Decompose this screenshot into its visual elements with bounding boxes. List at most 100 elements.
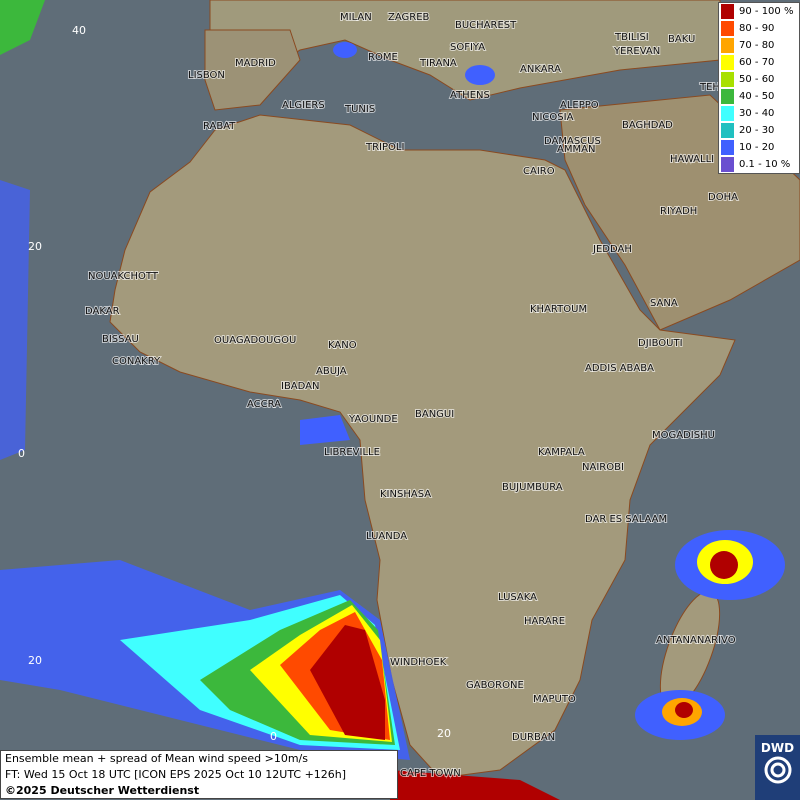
- city-label: CAIRO: [523, 166, 555, 177]
- legend-item: 30 - 40: [719, 105, 799, 122]
- city-label: NOUAKCHOTT: [88, 271, 159, 282]
- city-label: ALEPPO: [560, 100, 599, 111]
- city-label: CONAKRY: [112, 356, 161, 367]
- city-label: DAR ES SALAAM: [585, 514, 667, 525]
- city-label: DURBAN: [512, 732, 555, 743]
- city-label: BISSAU: [102, 334, 139, 345]
- legend-label: 0.1 - 10 %: [739, 159, 791, 170]
- legend-swatch: [721, 157, 734, 172]
- city-label: YAOUNDE: [348, 414, 398, 425]
- legend-label: 70 - 80: [739, 40, 775, 51]
- city-label: AMMAN: [557, 144, 595, 155]
- city-label: BAGHDAD: [622, 120, 673, 131]
- logo: DWD: [755, 735, 800, 800]
- wind-area: [465, 65, 495, 85]
- legend-swatch: [721, 38, 734, 53]
- land-africa: [109, 114, 736, 779]
- city-label: BAKU: [668, 34, 695, 45]
- city-label: ADDIS ABABA: [585, 363, 654, 374]
- city-label: RABAT: [203, 121, 236, 132]
- legend-swatch: [721, 55, 734, 70]
- city-label: KHARTOUM: [530, 304, 587, 315]
- legend-swatch: [721, 140, 734, 155]
- city-label: LIBREVILLE: [324, 447, 380, 458]
- legend-swatch: [721, 123, 734, 138]
- legend-item: 50 - 60: [719, 71, 799, 88]
- legend-swatch: [721, 21, 734, 36]
- lat-label: 0: [18, 447, 25, 460]
- city-label: TUNIS: [344, 104, 375, 115]
- city-label: SANA: [650, 298, 678, 309]
- caption-line: FT: Wed 15 Oct 18 UTC [ICON EPS 2025 Oct…: [5, 768, 347, 781]
- lat-label: 20: [28, 654, 42, 667]
- city-label: MADRID: [235, 58, 276, 69]
- wind-area: [333, 42, 357, 58]
- legend-label: 90 - 100 %: [739, 6, 794, 17]
- city-label: IBADAN: [281, 381, 320, 392]
- legend-item: 20 - 30: [719, 122, 799, 139]
- legend-swatch: [721, 89, 734, 104]
- city-label: OUAGADOUGOU: [214, 335, 296, 346]
- city-label: ANKARA: [520, 64, 561, 75]
- land-iberia: [204, 29, 301, 111]
- city-label: YEREVAN: [613, 46, 660, 57]
- city-label: MILAN: [340, 12, 372, 23]
- city-label: RIYADH: [660, 206, 697, 217]
- legend-item: 60 - 70: [719, 54, 799, 71]
- legend-swatch: [721, 4, 734, 19]
- legend-swatch: [721, 72, 734, 87]
- city-label: TIRANA: [419, 58, 457, 69]
- city-label: MAPUTO: [533, 694, 576, 705]
- city-label: ACCRA: [247, 399, 281, 410]
- wind-area: [0, 0, 45, 55]
- legend-item: 10 - 20: [719, 139, 799, 156]
- city-label: LISBON: [188, 70, 225, 81]
- city-label: ABUJA: [316, 366, 347, 377]
- city-label: TRIPOLI: [365, 142, 404, 153]
- legend-label: 60 - 70: [739, 57, 775, 68]
- wind-area: [300, 415, 350, 445]
- city-labels: MILAN ZAGREB BUCHAREST SOFIYA ROME TIRANA ANKA…: [84, 11, 739, 780]
- city-label: DJIBOUTI: [638, 338, 683, 349]
- city-label: ANTANANARIVO: [656, 635, 736, 646]
- legend-item: 70 - 80: [719, 37, 799, 54]
- legend-item: 0.1 - 10 %: [719, 156, 799, 173]
- city-label: HARARE: [524, 616, 565, 627]
- city-label: LUANDA: [366, 531, 407, 542]
- legend-label: 10 - 20: [739, 142, 775, 153]
- city-label: ROME: [368, 52, 398, 63]
- logo-icon: [764, 756, 791, 784]
- city-label: BANGUI: [415, 409, 454, 420]
- legend-item: 80 - 90: [719, 20, 799, 37]
- caption: Ensemble mean + spread of Mean wind spee…: [0, 750, 398, 799]
- wind-area: [710, 551, 738, 579]
- lat-label: 20: [28, 240, 42, 253]
- city-label: HAWALLI: [670, 154, 714, 165]
- caption-line: ©2025 Deutscher Wetterdienst: [5, 784, 200, 797]
- city-label: WINDHOEK: [390, 657, 447, 668]
- wind-area: [310, 625, 385, 740]
- legend-item: 90 - 100 %: [719, 3, 799, 20]
- city-label: NICOSIA: [532, 112, 574, 123]
- logo-text: DWD: [760, 741, 795, 755]
- city-label: CAPE TOWN: [400, 768, 461, 779]
- city-label: KANO: [328, 340, 357, 351]
- city-label: KAMPALA: [538, 447, 585, 458]
- legend: 90 - 100 % 80 - 90 70 - 80 60 - 70 50 - 60 40…: [718, 2, 800, 174]
- wind-area: [0, 180, 30, 460]
- city-label: BUCHAREST: [455, 20, 517, 31]
- lon-label: 0: [270, 730, 277, 743]
- wind-area: [390, 770, 560, 800]
- city-label: DAMASCUS: [544, 136, 601, 147]
- city-label: JEDDAH: [592, 244, 632, 255]
- city-label: ATHENS: [450, 90, 490, 101]
- city-label: DOHA: [708, 192, 738, 203]
- legend-label: 20 - 30: [739, 125, 775, 136]
- city-label: TBILISI: [614, 32, 649, 43]
- lon-label: 20: [437, 727, 451, 740]
- legend-label: 30 - 40: [739, 108, 775, 119]
- legend-swatch: [721, 106, 734, 121]
- wind-area: [675, 702, 693, 718]
